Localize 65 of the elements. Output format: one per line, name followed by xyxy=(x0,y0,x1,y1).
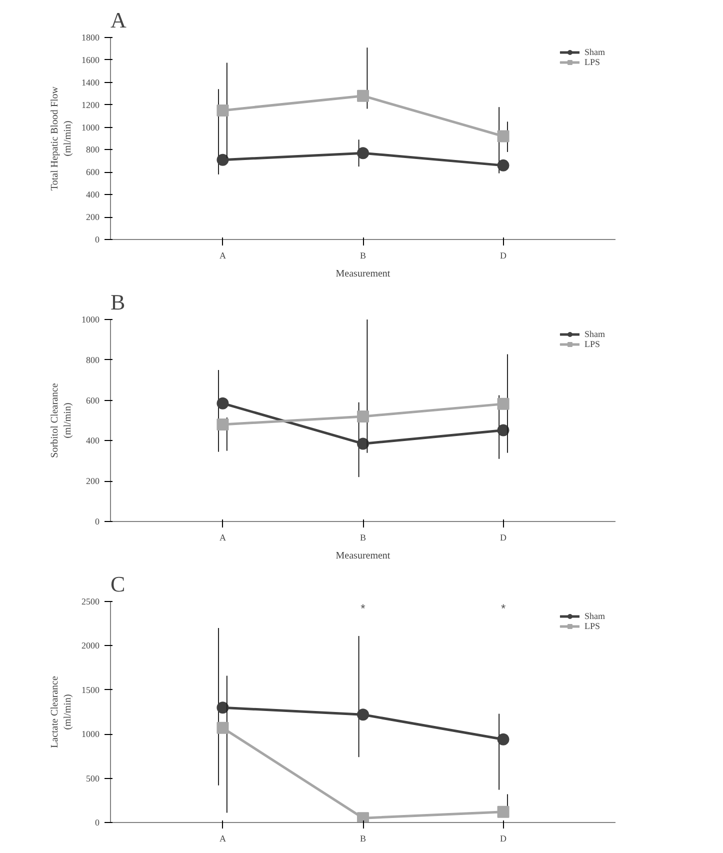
point xyxy=(216,104,229,116)
y-axis-title: Total Hepatic Blood Flow (ml/min) xyxy=(49,86,74,191)
point xyxy=(357,147,369,160)
point xyxy=(497,733,510,746)
point xyxy=(357,438,369,450)
legend-label: Sham xyxy=(584,611,605,621)
point xyxy=(357,410,369,422)
x-axis-title: Measurement xyxy=(336,550,390,562)
y-tick-label: 1000 xyxy=(82,314,100,324)
y-tick-label: 0 xyxy=(95,818,100,828)
point xyxy=(497,398,510,410)
x-tick-label: A xyxy=(219,834,226,844)
point xyxy=(497,159,510,172)
chart-title: B xyxy=(110,290,126,314)
chart-title: A xyxy=(110,8,126,32)
legend-label: Sham xyxy=(584,329,605,339)
y-axis-title: Lactate Clearance (ml/min) xyxy=(49,675,74,748)
y-tick-label: 0 xyxy=(95,516,100,526)
point xyxy=(216,154,229,166)
x-tick-label: B xyxy=(360,834,366,844)
y-tick-label: 400 xyxy=(86,436,100,446)
y-tick-label: 600 xyxy=(86,167,100,178)
y-tick-label: 1000 xyxy=(82,122,100,132)
x-tick-label: D xyxy=(500,532,508,542)
point xyxy=(357,812,369,822)
chart-title: C xyxy=(110,572,126,596)
y-tick-label: 400 xyxy=(86,190,100,200)
y-tick-label: 800 xyxy=(86,354,100,365)
y-tick-label: 200 xyxy=(86,476,100,486)
y-axis-title: Sorbitol Clearance (ml/min) xyxy=(49,382,74,458)
point xyxy=(216,418,229,431)
y-tick-label: 1200 xyxy=(82,100,100,110)
y-tick-label: 0 xyxy=(95,234,100,244)
y-tick-label: 500 xyxy=(86,773,100,784)
legend-label: LPS xyxy=(584,339,601,349)
y-tick-label: 1800 xyxy=(82,32,100,42)
y-tick-label: 600 xyxy=(86,395,100,406)
legend-label: Sham xyxy=(584,47,605,57)
y-tick-label: 2500 xyxy=(82,596,100,606)
point xyxy=(497,806,510,818)
point xyxy=(357,90,369,102)
x-tick-label: B xyxy=(360,532,366,542)
x-axis-title: Measurement xyxy=(336,268,390,280)
legend-label: LPS xyxy=(584,57,601,67)
x-tick-label: D xyxy=(500,250,508,260)
x-tick-label: D xyxy=(500,834,508,844)
y-tick-label: 1600 xyxy=(82,54,100,65)
y-tick-label: 2000 xyxy=(82,640,100,651)
y-tick-label: 1000 xyxy=(82,729,100,740)
point xyxy=(216,702,229,714)
point xyxy=(216,722,229,734)
point xyxy=(216,397,229,410)
x-tick-label: A xyxy=(219,250,226,260)
legend-label: LPS xyxy=(584,621,601,631)
y-tick-label: 800 xyxy=(86,144,100,155)
point xyxy=(497,424,510,436)
point xyxy=(357,708,369,721)
y-tick-label: 200 xyxy=(86,212,100,222)
x-tick-label: B xyxy=(360,250,366,260)
annotation: * xyxy=(360,602,366,616)
point xyxy=(497,130,510,142)
x-tick-label: A xyxy=(219,532,226,542)
annotation: * xyxy=(500,602,506,616)
y-tick-label: 1500 xyxy=(82,684,100,695)
y-tick-label: 1400 xyxy=(82,77,100,88)
